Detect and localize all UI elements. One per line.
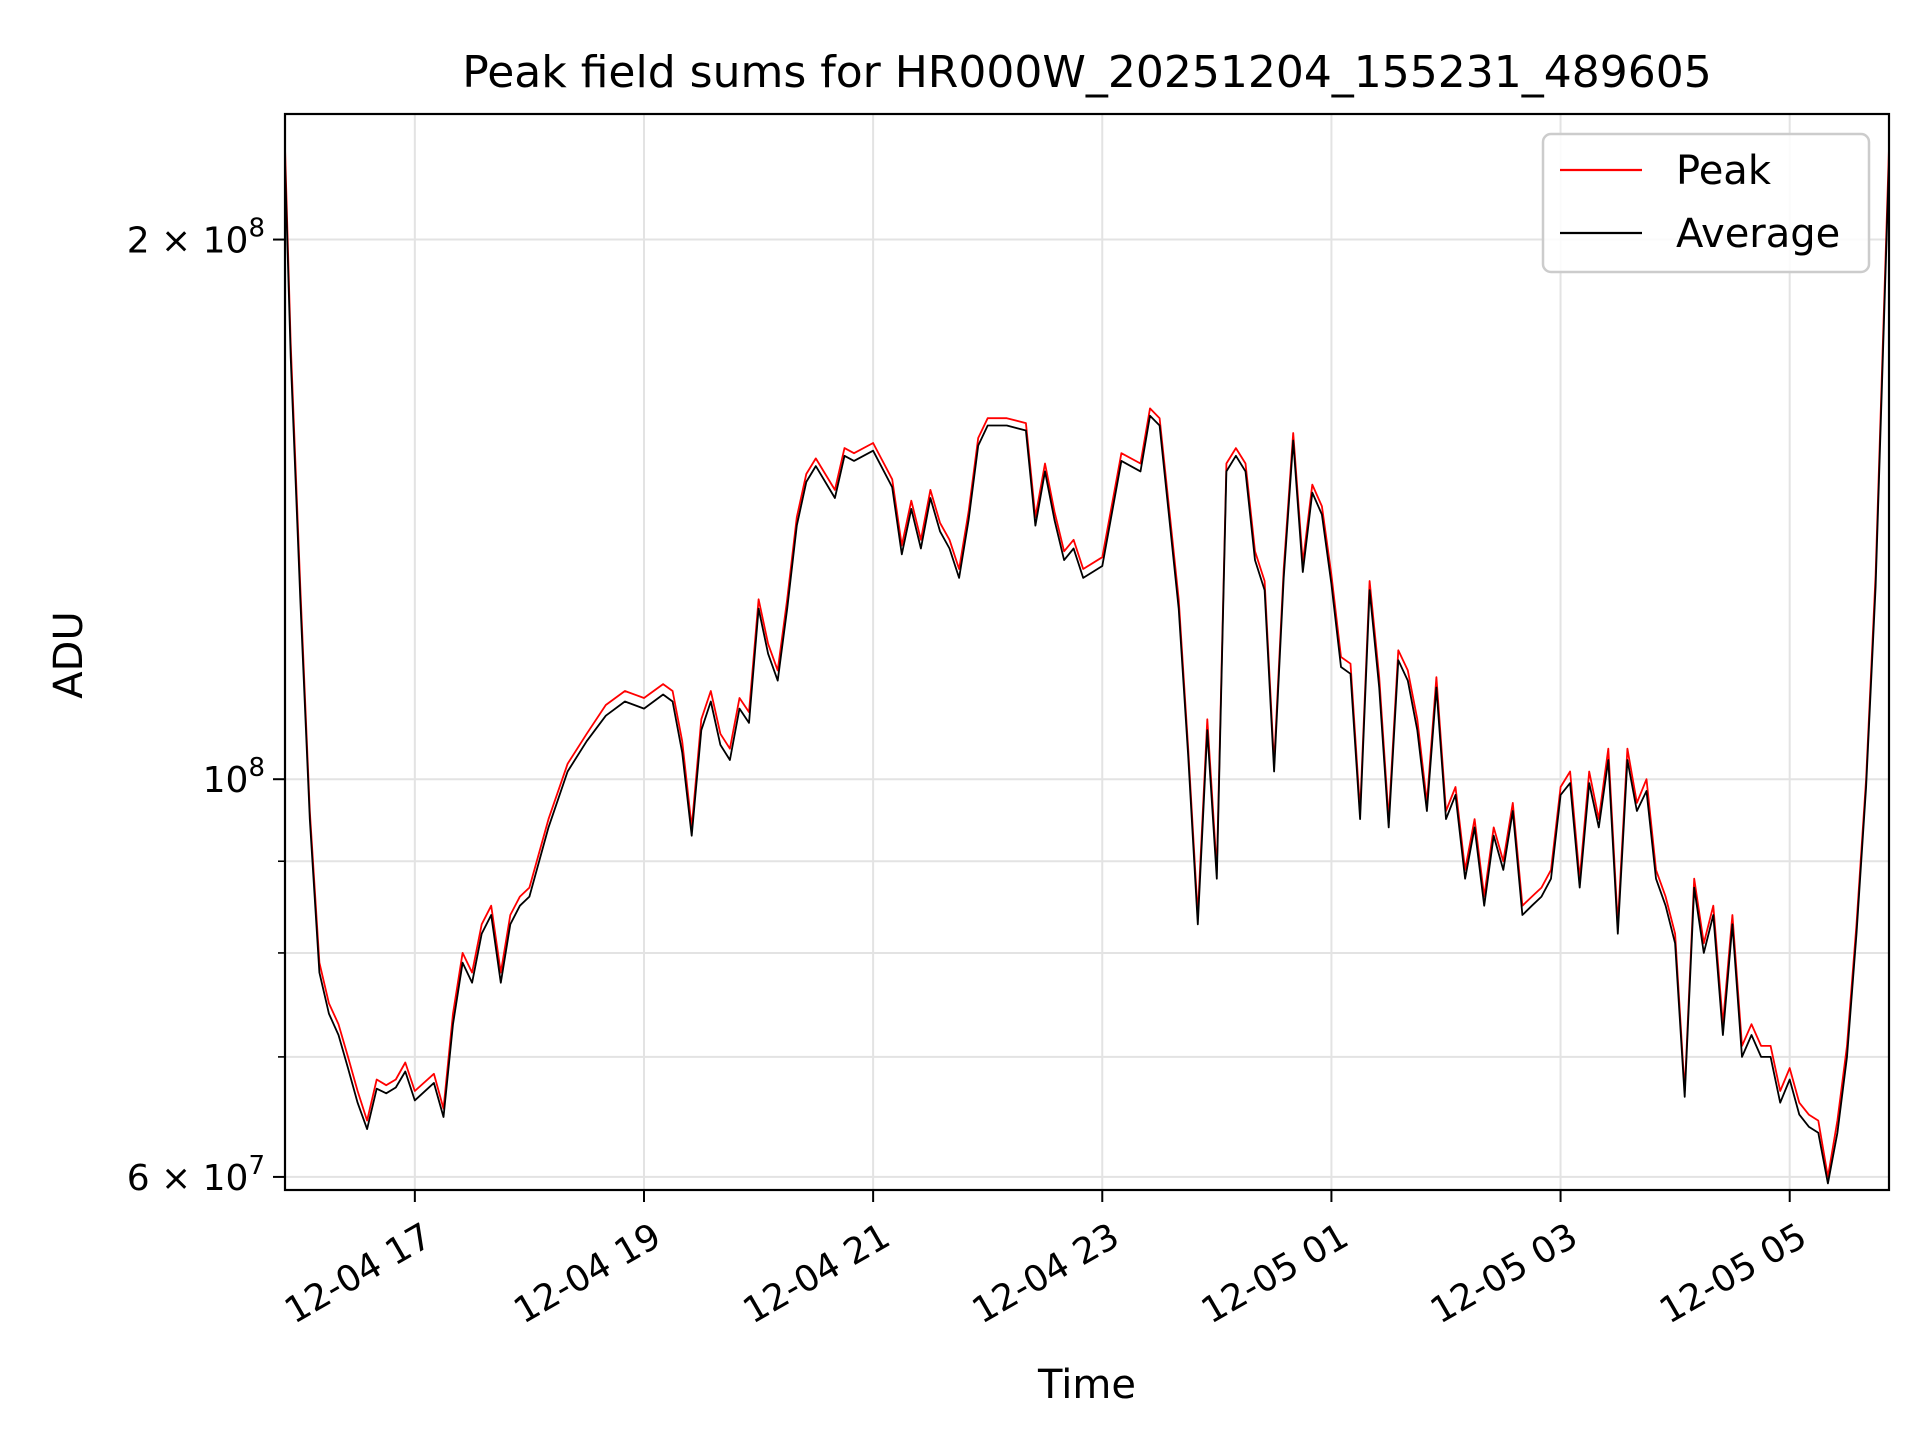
series-line-average [284, 161, 1890, 1185]
y-tick-label-base: 2 × 10 [127, 221, 249, 262]
y-axis-label: ADU [46, 611, 92, 698]
legend-label-peak: Peak [1676, 148, 1772, 194]
legend-box [1541, 132, 1871, 274]
x-axis-label: Time [1037, 1362, 1136, 1408]
legend: Peak Average [1541, 132, 1871, 274]
y-tick-label: 2 × 108 [127, 214, 265, 262]
series-layer [284, 147, 1890, 1185]
series-line-peak [284, 147, 1890, 1178]
y-tick-label-exponent: 7 [248, 1151, 265, 1181]
chart-title: Peak field sums for HR000W_20251204_1552… [462, 47, 1712, 98]
plot-frame [283, 112, 1891, 1192]
y-tick-label-exponent: 8 [248, 753, 265, 783]
legend-label-average: Average [1676, 211, 1840, 257]
y-tick-label-base: 6 × 10 [127, 1158, 249, 1199]
y-tick-label-exponent: 8 [248, 214, 265, 244]
y-tick-label: 108 [203, 753, 265, 801]
y-tick-label-base: 10 [203, 760, 249, 801]
y-tick-label: 6 × 107 [127, 1151, 265, 1199]
